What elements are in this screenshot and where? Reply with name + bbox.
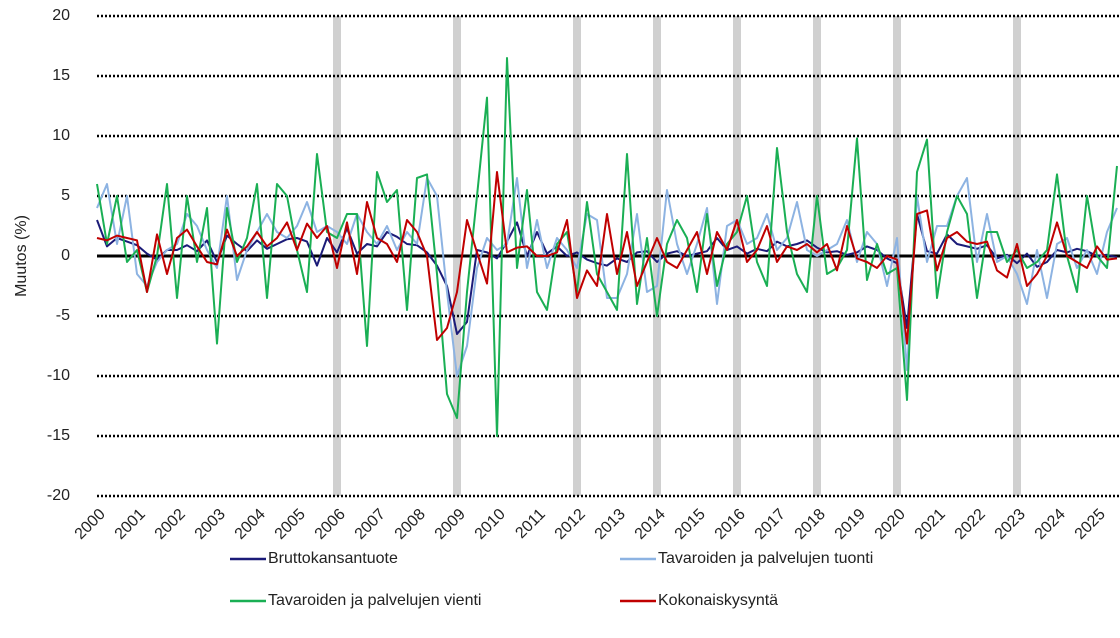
x-tick-label: 2022: [952, 506, 989, 543]
series-line: [96, 57, 1118, 437]
series-line: [96, 171, 1118, 345]
x-tick-label: 2006: [312, 506, 349, 543]
x-tick-label: 2000: [72, 506, 109, 543]
y-tick-label: 20: [52, 7, 70, 24]
x-tick-label: 2015: [672, 506, 709, 543]
x-tick-label: 2018: [792, 506, 829, 543]
y-tick-label: -15: [47, 427, 70, 444]
y-tick-label: 0: [61, 247, 70, 264]
x-tick-label: 2008: [392, 506, 429, 543]
y-tick-label: -20: [47, 487, 70, 504]
x-tick-label: 2014: [632, 506, 669, 543]
x-tick-label: 2025: [1072, 506, 1109, 543]
x-tick-label: 2023: [992, 506, 1029, 543]
x-tick-label: 2009: [432, 506, 469, 543]
y-axis-label: Muutos (%): [13, 215, 30, 297]
x-tick-label: 2012: [552, 506, 589, 543]
x-tick-label: 2017: [752, 506, 789, 543]
legend-label: Tavaroiden ja palvelujen vienti: [268, 592, 481, 609]
x-tick-label: 2011: [512, 506, 548, 542]
legend-label: Bruttokansantuote: [268, 550, 398, 567]
x-tick-label: 2003: [192, 506, 229, 543]
x-tick-label: 2005: [272, 506, 309, 543]
x-tick-label: 2010: [472, 506, 509, 543]
y-tick-label: 10: [52, 127, 70, 144]
x-tick-label: 2021: [912, 506, 949, 543]
y-tick-label: -5: [56, 307, 70, 324]
x-tick-label: 2024: [1032, 506, 1069, 543]
x-tick-label: 2019: [832, 506, 869, 543]
x-tick-label: 2016: [712, 506, 749, 543]
series-line: [96, 177, 1118, 377]
legend-label: Kokonaiskysyntä: [658, 592, 778, 609]
x-tick-label: 2002: [152, 506, 189, 543]
x-tick-label: 2007: [352, 506, 389, 543]
y-tick-label: -10: [47, 367, 70, 384]
y-tick-label: 15: [52, 67, 70, 84]
x-tick-label: 2013: [592, 506, 629, 543]
x-tick-label: 2020: [872, 506, 909, 543]
x-tick-label: 2004: [232, 506, 269, 543]
x-tick-label: 2001: [112, 506, 149, 543]
y-tick-label: 5: [61, 187, 70, 204]
legend-label: Tavaroiden ja palvelujen tuonti: [658, 550, 873, 567]
